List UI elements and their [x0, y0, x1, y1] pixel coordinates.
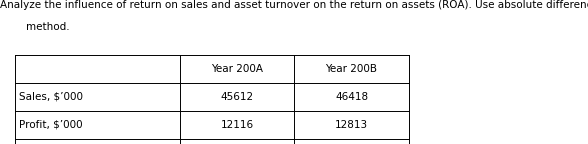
Text: Year 200A: Year 200A — [211, 64, 263, 74]
Text: Year 200B: Year 200B — [326, 64, 377, 74]
Text: Sales, $’000: Sales, $’000 — [19, 92, 83, 102]
Text: Analyze the influence of return on sales and asset turnover on the return on ass: Analyze the influence of return on sales… — [0, 0, 588, 10]
Text: 46418: 46418 — [335, 92, 368, 102]
Text: Profit, $’000: Profit, $’000 — [19, 120, 83, 130]
Text: 12813: 12813 — [335, 120, 368, 130]
Text: 12116: 12116 — [220, 120, 254, 130]
Text: method.: method. — [0, 22, 69, 32]
Text: 45612: 45612 — [220, 92, 254, 102]
